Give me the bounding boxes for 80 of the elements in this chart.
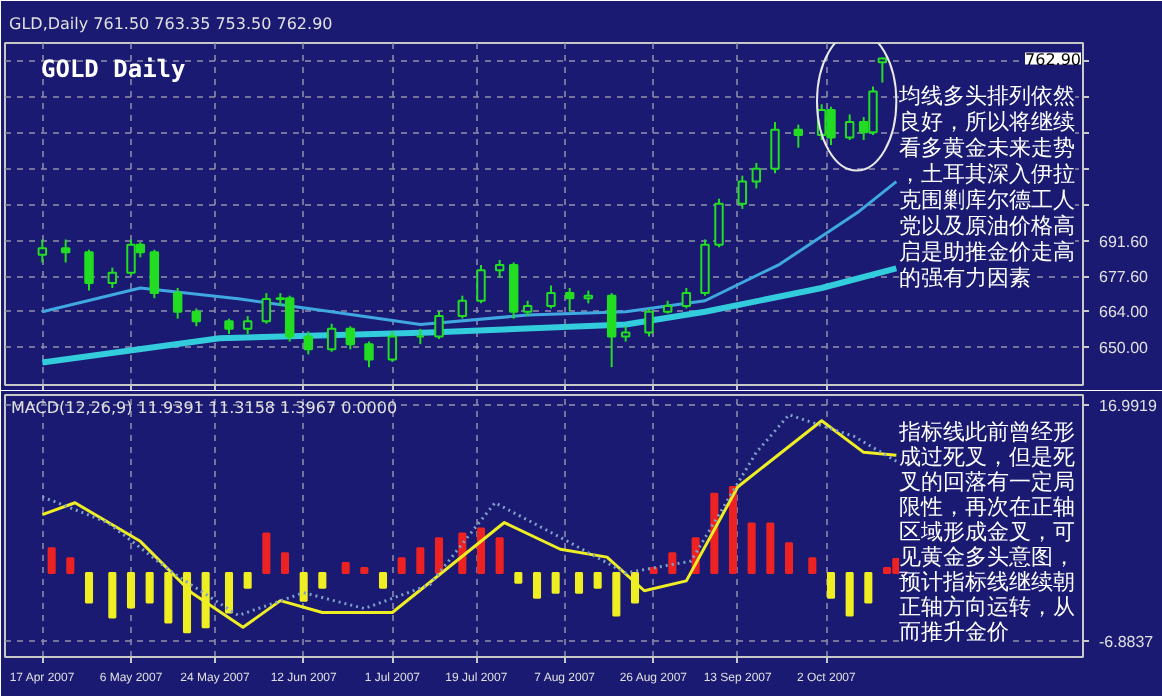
y-tick-label: 664.00	[1099, 302, 1150, 321]
candlestick	[434, 309, 444, 341]
bar	[476, 527, 486, 574]
bar	[66, 557, 75, 574]
text: GOLD Daily	[41, 55, 186, 83]
bar	[341, 562, 350, 574]
bar	[434, 537, 444, 574]
bar	[495, 537, 504, 574]
bar	[164, 571, 173, 624]
y-tick-label: 16.9919	[1099, 396, 1158, 415]
candlestick	[737, 174, 748, 210]
chart-title: MACD(12,26,9) 11.9391 11.3158 1.3967 0.0000	[11, 399, 398, 417]
y-tick-label: 650.00	[1099, 338, 1150, 357]
line-series	[39, 265, 900, 366]
candlestick	[681, 287, 692, 310]
candlestick	[564, 287, 575, 312]
candlestick	[476, 264, 486, 305]
candlestick	[714, 197, 724, 249]
candlestick	[770, 121, 780, 175]
line-series	[40, 180, 898, 327]
candlestick	[149, 248, 160, 300]
candlestick	[606, 292, 617, 369]
candlestick	[60, 238, 71, 264]
bar	[280, 552, 290, 574]
chart-subtitle: GLD,Daily 761.50 763.35 753.50 762.90	[9, 15, 333, 33]
candlestick	[546, 284, 556, 310]
candlestick	[751, 161, 762, 190]
candlestick	[508, 261, 519, 320]
annotation: 762.90	[1025, 50, 1082, 69]
candlestick	[172, 287, 183, 320]
bar	[262, 532, 271, 574]
bar	[378, 571, 388, 589]
candlestick	[326, 322, 337, 353]
bar	[864, 571, 873, 604]
y-tick-label: 691.60	[1099, 232, 1150, 251]
bar	[574, 571, 584, 594]
y-tick-label: -6.8837	[1099, 633, 1155, 652]
candlestick	[644, 307, 654, 338]
bar	[126, 571, 136, 609]
bar	[728, 485, 738, 574]
candlestick	[877, 56, 888, 84]
bar	[514, 571, 523, 584]
bar	[668, 552, 677, 574]
candlestick	[303, 330, 314, 356]
bar	[397, 557, 406, 574]
bar	[747, 522, 756, 574]
candlestick	[844, 113, 855, 141]
bar	[84, 571, 94, 604]
text: 指标线此前曾经形成过死叉，但是死叉的回落有一定局限性，再次在正轴区域形成金叉，可见黄金多头意图，预计指标线继续朝正轴方向运转，从而推升金价	[899, 419, 1075, 645]
candlestick	[107, 266, 118, 290]
candlestick	[37, 238, 48, 264]
candlestick	[457, 294, 468, 320]
bar	[243, 571, 252, 589]
y-tick-label: 677.60	[1099, 268, 1150, 287]
candlestick	[345, 325, 356, 351]
bar	[416, 547, 425, 574]
bar	[318, 571, 327, 589]
bar	[299, 571, 308, 602]
bar	[47, 547, 56, 574]
bar	[593, 571, 602, 589]
candlestick	[84, 248, 94, 292]
bar	[360, 567, 369, 574]
bar	[784, 542, 794, 574]
candlestick	[387, 330, 398, 364]
bar	[845, 571, 854, 617]
bar	[108, 571, 117, 619]
bar	[612, 571, 621, 617]
candlestick	[364, 340, 374, 369]
bar	[649, 567, 658, 574]
bar	[808, 557, 817, 574]
candlestick	[261, 292, 272, 325]
annotation: 均线多头排列依然良好，所以将继续看多黄金未来走势，土耳其深入伊拉克围剿库尔德工人党以及原油价格高启是助推金价走高的强有力因素	[897, 83, 1075, 291]
bar	[826, 571, 836, 599]
candlestick	[793, 123, 804, 149]
bar	[532, 571, 542, 599]
bar	[551, 571, 560, 594]
candlestick	[284, 294, 295, 343]
bar	[224, 571, 234, 614]
bar	[145, 571, 154, 604]
bar	[766, 522, 775, 574]
